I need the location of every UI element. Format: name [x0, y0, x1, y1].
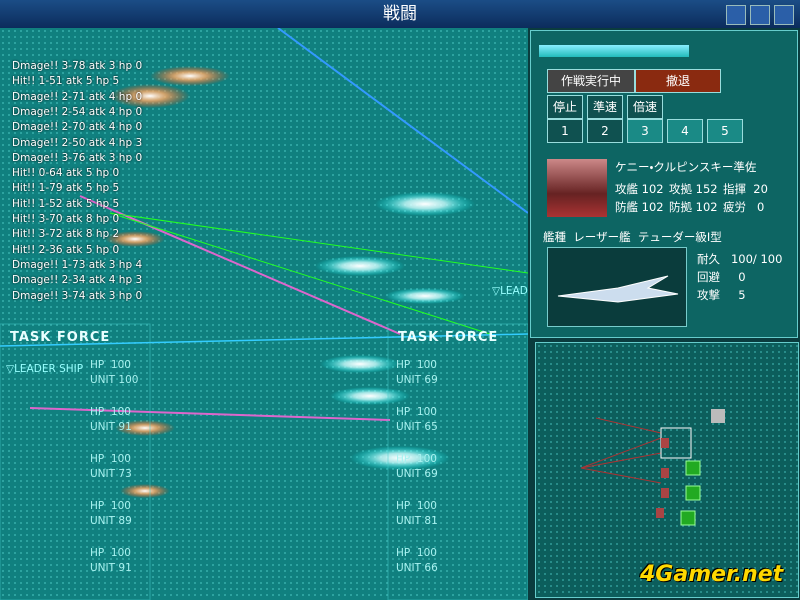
log-line: Dmage!! 2-34 atk 4 hp 3	[12, 274, 143, 287]
ship-stat: 耐久 100/ 100	[697, 252, 783, 266]
window-title: 戦闘	[383, 4, 417, 24]
fleet-frame	[387, 323, 528, 600]
leader-label: ▽LEAD	[492, 285, 528, 297]
unit-hp: HP 100	[90, 547, 131, 559]
unit-hp: HP 100	[396, 500, 437, 512]
commander-stat: 防艦 102	[615, 200, 664, 214]
log-line: Hit!! 3-72 atk 8 hp 2	[12, 228, 120, 241]
commander-portrait	[547, 159, 607, 217]
watermark: 4Gamer.net	[640, 562, 784, 587]
laser	[109, 212, 528, 274]
task-force-title: TASK FORCE	[398, 330, 499, 345]
fleet-frame	[0, 323, 151, 600]
laser	[79, 195, 401, 335]
log-line: Dmage!! 2-50 atk 4 hp 3	[12, 136, 143, 149]
log-line: Dmage!! 1-73 atk 3 hp 4	[12, 258, 143, 271]
log-line: Dmage!! 2-54 atk 4 hp 0	[12, 105, 143, 118]
speed-button[interactable]: 停止	[547, 95, 583, 119]
maximize-button[interactable]	[750, 5, 770, 25]
unit-hp: HP 100	[90, 453, 131, 465]
minimap	[535, 342, 799, 598]
unit-hp: HP 100	[90, 406, 131, 418]
unit-count: UNIT 91	[90, 421, 132, 433]
log-line: Hit!! 0-64 atk 5 hp 0	[12, 167, 120, 180]
ship-type: 艦種 レーザー艦 テューダー級Ⅰ型	[543, 230, 722, 244]
unit-count: UNIT 73	[90, 468, 132, 480]
log-line: Hit!! 2-36 atk 5 hp 0	[12, 243, 120, 256]
explosions	[105, 66, 475, 498]
minimap-units	[580, 409, 725, 526]
log-line: Dmage!! 3-78 atk 3 hp 0	[12, 60, 143, 72]
unit-hp: HP 100	[90, 500, 131, 512]
group-button[interactable]: 3	[627, 119, 663, 143]
group-button[interactable]: 1	[547, 119, 583, 143]
ship-icon	[557, 275, 679, 303]
log-line: Dmage!! 2-70 atk 4 hp 0	[12, 121, 143, 134]
unit-count: UNIT 66	[396, 562, 438, 574]
unit-count: UNIT 100	[90, 374, 139, 386]
log-line: Dmage!! 3-76 atk 3 hp 0	[12, 151, 143, 164]
group-button[interactable]: 2	[587, 119, 623, 143]
unit-count: UNIT 69	[396, 468, 438, 480]
laser	[0, 333, 528, 347]
speed-button[interactable]: 準速	[587, 95, 623, 119]
title-bar: 戦闘	[0, 0, 800, 28]
close-button[interactable]	[774, 5, 794, 25]
commander-stat: 指揮 20	[723, 182, 768, 196]
log-line: Dmage!! 3-74 atk 3 hp 0	[12, 289, 143, 302]
ship-stat: 回避 0	[697, 270, 746, 284]
unit-hp: HP 100	[396, 359, 437, 371]
minimize-button[interactable]	[726, 5, 746, 25]
unit-count: UNIT 69	[396, 374, 438, 386]
laser	[277, 28, 528, 214]
log-line: Hit!! 1-52 atk 5 hp 5	[12, 197, 120, 210]
battlefield	[0, 28, 528, 600]
log-line: Hit!! 3-70 atk 8 hp 0	[12, 213, 120, 225]
unit-hp: HP 100	[396, 406, 437, 418]
unit-hp: HP 100	[90, 359, 131, 371]
unit-count: UNIT 91	[90, 562, 132, 574]
battle-effects	[0, 28, 528, 600]
progress-bar	[539, 45, 689, 57]
log-line: Hit!! 1-51 atk 5 hp 5	[12, 75, 120, 88]
laser	[29, 407, 391, 421]
log-line: Hit!! 1-79 atk 5 hp 5	[12, 182, 120, 195]
unit-hp: HP 100	[396, 547, 437, 559]
commander-stat: 疲労 0	[723, 200, 765, 214]
ship-stat: 攻撃 5	[697, 288, 746, 302]
speed-button[interactable]: 倍速	[627, 95, 663, 119]
retreat-button[interactable]: 撤退	[635, 69, 721, 93]
leader-label: ▽LEADER SHIP	[6, 363, 84, 375]
log-line: Dmage!! 2-71 atk 4 hp 0	[12, 90, 143, 103]
unit-count: UNIT 89	[90, 515, 132, 527]
commander-stat: 防拠 102	[669, 200, 718, 214]
group-button[interactable]: 5	[707, 119, 743, 143]
status-label: 作戦実行中	[547, 69, 635, 93]
group-button[interactable]: 4	[667, 119, 703, 143]
task-force-title: TASK FORCE	[10, 330, 111, 345]
commander-name: ケニー・クルピンスキー準佐	[615, 160, 757, 174]
command-panel: 作戦実行中 撤退 ケニー・クルピンスキー準佐 艦種 レーザー艦 テューダー級Ⅰ型…	[530, 30, 798, 338]
ship-image	[547, 247, 687, 327]
unit-hp: HP 100	[396, 453, 437, 465]
laser	[109, 212, 491, 335]
commander-stat: 攻艦 102	[615, 182, 664, 196]
commander-stat: 攻拠 152	[669, 182, 718, 196]
unit-count: UNIT 65	[396, 421, 438, 433]
unit-count: UNIT 81	[396, 515, 438, 527]
